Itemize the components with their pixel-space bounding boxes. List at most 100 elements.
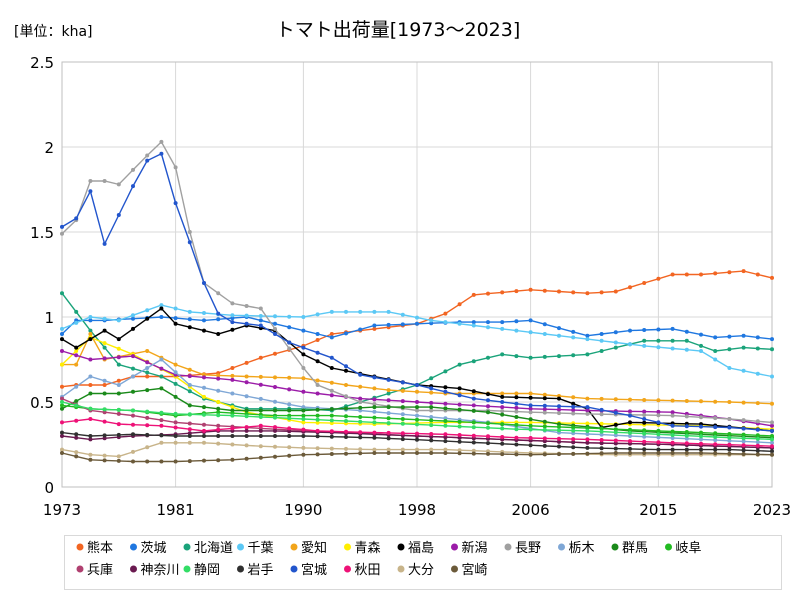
data-point [315,452,320,457]
data-point [699,434,703,439]
data-point [585,440,590,445]
data-point [656,276,661,281]
data-point [216,458,221,463]
data-point [443,419,448,423]
data-point [159,433,164,438]
data-point [400,421,405,426]
data-point [599,429,604,434]
series-宮城 [60,151,774,433]
x-tick-label: 2023 [753,501,791,519]
data-point [74,353,79,358]
data-point [571,445,576,450]
data-point [684,338,689,343]
data-point [486,441,490,446]
data-point [599,438,604,442]
data-point [230,377,235,382]
data-point [131,449,135,454]
data-point [770,437,774,442]
legend-label: 熊本 [87,540,113,556]
data-point [258,434,263,438]
data-point [755,272,760,277]
data-point [486,404,490,409]
legend-label: 岩手 [248,563,274,578]
data-point [216,332,221,336]
data-point [301,352,306,357]
data-point [486,398,490,403]
data-point [542,322,547,327]
data-point [372,386,377,391]
data-point [258,314,263,318]
data-point [301,315,306,319]
data-point [230,366,235,370]
data-point [386,416,391,421]
data-point [386,309,391,314]
data-point [656,409,661,414]
data-point [684,433,689,438]
data-point [315,391,320,396]
legend-item: 宮崎 [451,562,488,578]
data-point [116,318,121,323]
data-point [400,399,405,404]
data-point [287,346,292,351]
data-point [642,328,647,332]
data-point [287,453,292,458]
data-point [60,447,64,452]
data-point [670,326,675,331]
data-point [542,288,547,293]
data-point [443,432,448,437]
legend-label: 新潟 [462,540,488,556]
data-point [457,321,462,326]
legend-item: 新潟 [451,540,488,556]
data-point [415,417,419,422]
data-point [329,380,334,385]
series-layer [60,139,774,464]
y-tick-label: 2 [44,139,54,157]
data-point [400,380,405,385]
legend-label: 静岡 [194,563,220,578]
data-point [329,309,334,314]
data-point [159,374,164,379]
data-point [187,434,192,438]
data-point [273,408,277,413]
data-point [116,213,121,217]
data-point [216,413,221,418]
data-point [159,139,164,144]
data-point [329,452,334,456]
data-point [358,419,363,424]
data-point [429,451,434,455]
data-point [287,445,292,450]
data-point [202,434,206,438]
data-point [770,434,774,438]
data-point [471,359,476,364]
data-point [471,448,476,453]
data-point [713,438,718,443]
data-point [273,454,277,459]
data-point [301,366,306,370]
data-point [699,332,703,337]
data-point [670,272,675,277]
data-point [500,290,505,295]
data-point [656,420,661,425]
data-point [585,432,590,436]
data-point [344,435,348,439]
data-point [273,434,277,438]
data-point [116,407,121,412]
data-point [400,405,405,410]
data-point [173,321,178,326]
data-point [287,375,292,380]
legend-label: 秋田 [355,563,381,578]
legend-label: 福島 [408,541,434,556]
data-point [585,333,590,338]
data-point [344,451,348,456]
data-point [159,151,164,156]
data-point [571,408,576,413]
data-point [613,422,618,427]
data-point [60,400,64,404]
data-point [684,414,689,419]
data-point [230,301,235,306]
x-tick-label: 1973 [43,501,81,519]
data-point [699,441,703,446]
data-point [457,424,462,429]
data-point [670,429,675,434]
data-point [542,332,547,336]
